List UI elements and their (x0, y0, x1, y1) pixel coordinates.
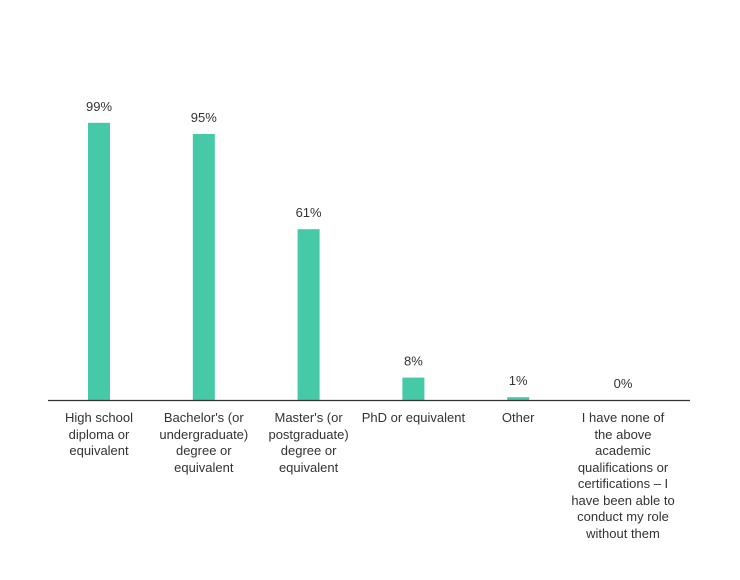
category-label-0: High school diploma or equivalent (65, 410, 133, 458)
bar-4 (507, 397, 530, 400)
value-label-3: 8% (404, 354, 423, 369)
value-label-2: 61% (296, 205, 322, 220)
value-label-1: 95% (191, 110, 217, 125)
bar-3 (402, 377, 425, 400)
category-label-5: I have none of the above academic qualif… (571, 410, 675, 541)
category-label-4: Other (501, 410, 535, 425)
category-label-3: PhD or equivalent (361, 410, 466, 425)
bar-1 (192, 134, 215, 400)
value-label-0: 99% (86, 99, 112, 114)
bar-2 (297, 229, 320, 400)
bar-0 (88, 122, 110, 401)
value-label-5: 0% (614, 376, 633, 391)
value-label-4: 1% (509, 373, 528, 388)
category-label-2: Master's (or postgraduate) degree or equ… (268, 410, 349, 475)
category-label-1: Bachelor's (or undergraduate) degree or … (159, 410, 249, 475)
